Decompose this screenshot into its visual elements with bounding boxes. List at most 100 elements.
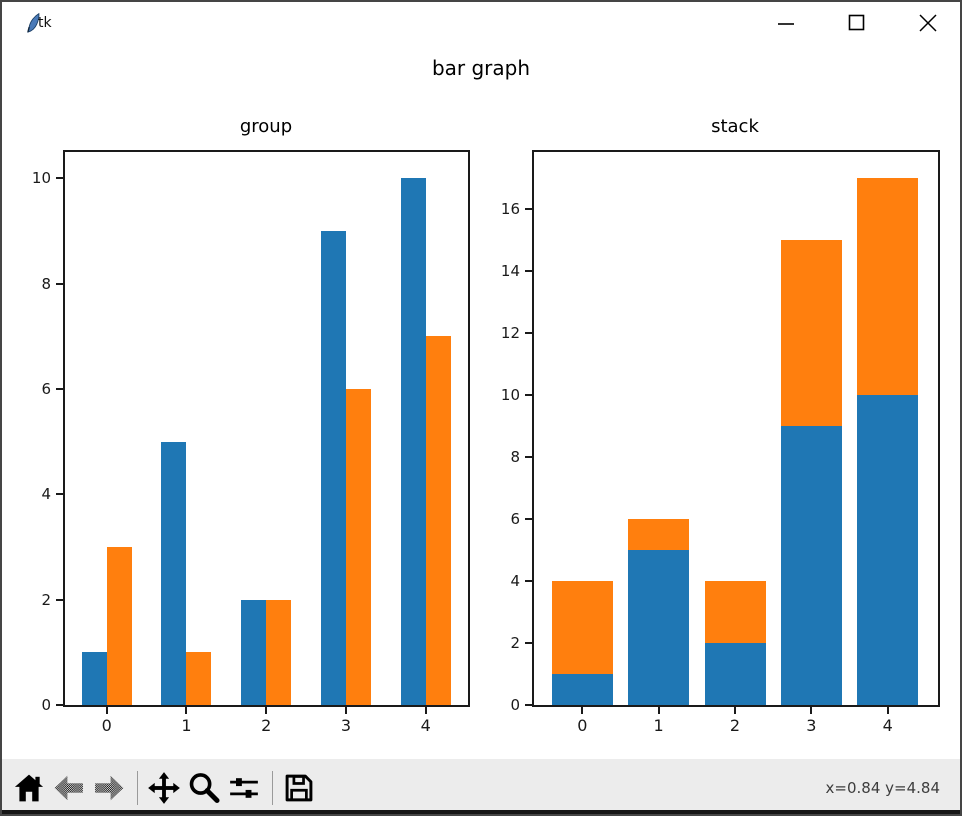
configure-subplots-button[interactable] (225, 768, 263, 808)
x-tick-mark (581, 707, 584, 714)
x-tick-mark (185, 707, 188, 714)
y-tick-mark (56, 704, 63, 706)
x-tick-label: 3 (340, 716, 352, 735)
minimize-icon (778, 23, 794, 25)
zoom-magnifier-icon (189, 772, 220, 803)
back-button[interactable] (50, 768, 88, 808)
bar-stack-cat2-series-2 (704, 581, 766, 644)
bar-group-cat1-series-1 (161, 441, 187, 705)
y-tick-label: 8 (41, 274, 51, 293)
bar-group-cat0-series-2 (106, 547, 132, 705)
chart-layer-stack: 0 2 4 6 8 10 12 14 16 0 1 2 3 4 (501, 152, 939, 735)
bar-group-cat2-series-2 (266, 599, 292, 705)
x-tick-label: 2 (729, 716, 741, 735)
x-tick-label: 4 (882, 716, 893, 735)
back-arrow-icon (54, 775, 83, 800)
chart-layer-group: 0 2 4 6 8 10 0 1 2 3 4 (32, 152, 468, 735)
y-tick-label: 14 (500, 262, 520, 281)
bar-stack-cat4-series-2 (857, 178, 919, 396)
toolbar-separator (137, 770, 138, 805)
pan-arrows-icon (148, 771, 180, 804)
toolbar-separator (272, 770, 273, 805)
y-tick-mark (525, 704, 532, 706)
close-icon (919, 14, 937, 32)
y-tick-label: 16 (500, 200, 520, 219)
y-tick-label: 4 (41, 485, 51, 504)
y-tick-label: 4 (510, 572, 520, 591)
forward-button[interactable] (90, 768, 128, 808)
bar-stack-cat2-series-1 (704, 643, 766, 705)
maximize-button[interactable] (837, 7, 877, 39)
y-tick-label: 6 (41, 380, 51, 398)
chart-title-group: group (239, 116, 293, 137)
x-tick-mark (105, 707, 108, 714)
y-tick-mark (525, 208, 532, 211)
save-button[interactable] (280, 768, 318, 808)
bar-group-cat3-series-1 (320, 231, 346, 705)
y-tick-label: 2 (510, 634, 520, 653)
title-bar[interactable]: tk (2, 2, 960, 44)
x-tick-label: 1 (653, 716, 664, 735)
bar-group-cat1-series-2 (186, 652, 212, 705)
bar-stack-cat3-series-2 (780, 240, 842, 427)
bar-group-cat0-series-1 (81, 652, 107, 705)
maximize-icon (848, 14, 865, 31)
x-tick-label: 3 (806, 716, 817, 735)
bar-group-cat4-series-1 (400, 178, 426, 705)
y-tick-label: 12 (500, 324, 520, 343)
y-tick-label: 0 (510, 696, 520, 714)
bar-group-cat4-series-2 (425, 336, 451, 705)
x-tick-label: 1 (181, 716, 192, 735)
y-tick-mark (56, 388, 63, 390)
y-tick-label: 6 (510, 510, 520, 529)
y-tick-label: 2 (41, 590, 51, 609)
save-floppy-icon (285, 774, 313, 801)
chart-title-stack: stack (711, 116, 759, 137)
y-tick-mark (525, 456, 532, 459)
y-tick-label: 10 (500, 386, 520, 405)
x-tick-mark (886, 707, 889, 714)
sliders-icon (230, 777, 258, 798)
y-tick-mark (525, 394, 532, 397)
y-tick-label: 10 (31, 169, 51, 188)
bar-stack-cat0-series-1 (551, 674, 613, 705)
home-button[interactable] (10, 768, 48, 808)
x-tick-mark (265, 707, 268, 714)
zoom-button[interactable] (185, 768, 223, 808)
bar-stack-cat4-series-1 (857, 395, 919, 705)
bar-stack-cat1-series-2 (628, 519, 690, 551)
tk-feather-icon (27, 12, 40, 33)
x-tick-mark (734, 707, 736, 714)
bar-group-cat2-series-1 (241, 599, 267, 705)
x-tick-mark (657, 707, 660, 714)
figure-title: bar graph (431, 56, 531, 80)
y-tick-mark (56, 493, 63, 496)
home-icon (14, 774, 44, 801)
navigation-toolbar: x=0.84 y=4.84 (2, 759, 960, 810)
y-tick-mark (525, 518, 532, 521)
x-tick-label: 2 (261, 716, 272, 735)
bar-stack-cat0-series-2 (551, 581, 613, 675)
x-tick-mark (424, 707, 427, 714)
bar-stack-cat1-series-1 (628, 550, 690, 705)
y-tick-mark (525, 642, 532, 645)
y-tick-mark (525, 270, 532, 273)
forward-arrow-icon (95, 775, 124, 800)
x-tick-label: 0 (577, 716, 588, 735)
bar-stack-cat3-series-1 (780, 426, 842, 705)
y-tick-mark (525, 580, 532, 583)
x-tick-mark (810, 707, 813, 714)
window-title: tk (38, 15, 52, 31)
x-tick-label: 0 (101, 716, 112, 735)
minimize-button[interactable] (766, 7, 806, 39)
pan-button[interactable] (145, 768, 183, 808)
x-tick-mark (344, 707, 347, 714)
y-tick-mark (56, 282, 63, 285)
window-bottom-edge (2, 810, 960, 814)
y-tick-label: 8 (510, 448, 520, 467)
bar-group-cat3-series-2 (345, 389, 371, 705)
close-button[interactable] (908, 7, 948, 39)
cursor-position-readout: x=0.84 y=4.84 (825, 778, 940, 797)
x-tick-label: 4 (420, 716, 431, 735)
